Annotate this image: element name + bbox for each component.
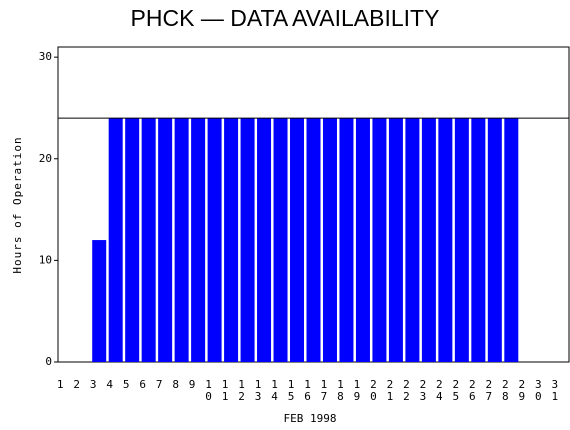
x-tick-label: 2 — [70, 378, 83, 390]
x-tick-label: 16 — [301, 378, 314, 402]
x-tick-label: 5 — [120, 378, 133, 390]
bar — [158, 118, 173, 363]
bar — [355, 118, 370, 363]
x-tick-label: 26 — [466, 378, 479, 402]
x-tick-label: 19 — [350, 378, 363, 402]
x-tick-label: 31 — [548, 378, 561, 402]
x-tick-label: 27 — [482, 378, 495, 402]
y-tick-label: 20 — [39, 152, 52, 165]
x-tick-label: 22 — [400, 378, 413, 402]
bar — [388, 118, 403, 363]
x-tick-label: 17 — [317, 378, 330, 402]
x-tick-label: 25 — [449, 378, 462, 402]
bar — [191, 118, 206, 363]
x-tick-label: 28 — [499, 378, 512, 402]
bar — [257, 118, 272, 363]
bar — [421, 118, 436, 363]
y-tick-label: 30 — [39, 50, 52, 63]
bar — [487, 118, 502, 363]
x-tick-label: 3 — [87, 378, 100, 390]
x-axis-label: FEB 1998 — [284, 412, 337, 425]
bar — [207, 118, 222, 363]
y-tick-label: 0 — [45, 355, 52, 368]
bar — [504, 118, 519, 363]
bar — [125, 118, 140, 363]
x-tick-label: 11 — [219, 378, 232, 402]
bar — [108, 118, 123, 363]
bar — [339, 118, 354, 363]
x-tick-label: 20 — [367, 378, 380, 402]
bar — [438, 118, 453, 363]
x-tick-label: 21 — [383, 378, 396, 402]
bar — [372, 118, 387, 363]
bar — [141, 118, 156, 363]
x-tick-label: 4 — [103, 378, 116, 390]
x-tick-label: 29 — [515, 378, 528, 402]
bar — [306, 118, 321, 363]
chart-title: PHCK — DATA AVAILABILITY — [131, 5, 440, 31]
x-tick-label: 1 — [54, 378, 67, 390]
x-tick-label: 18 — [334, 378, 347, 402]
x-tick-label: 23 — [416, 378, 429, 402]
bar — [92, 240, 107, 362]
y-axis-label: Hours of Operation — [11, 136, 24, 273]
bar — [224, 118, 239, 363]
y-tick-label: 10 — [39, 253, 52, 266]
x-tick-label: 30 — [532, 378, 545, 402]
bar — [290, 118, 305, 363]
bar — [471, 118, 486, 363]
x-tick-label: 14 — [268, 378, 281, 402]
x-tick-label: 24 — [433, 378, 446, 402]
x-tick-label: 10 — [202, 378, 215, 402]
bar — [174, 118, 189, 363]
x-tick-label: 12 — [235, 378, 248, 402]
x-tick-label: 13 — [252, 378, 265, 402]
bar — [322, 118, 337, 363]
x-tick-label: 7 — [153, 378, 166, 390]
bar — [454, 118, 469, 363]
x-tick-label: 9 — [186, 378, 199, 390]
x-tick-label: 6 — [136, 378, 149, 390]
x-tick-label: 8 — [169, 378, 182, 390]
bar — [240, 118, 255, 363]
bar — [405, 118, 420, 363]
bar — [273, 118, 288, 363]
x-tick-label: 15 — [285, 378, 298, 402]
